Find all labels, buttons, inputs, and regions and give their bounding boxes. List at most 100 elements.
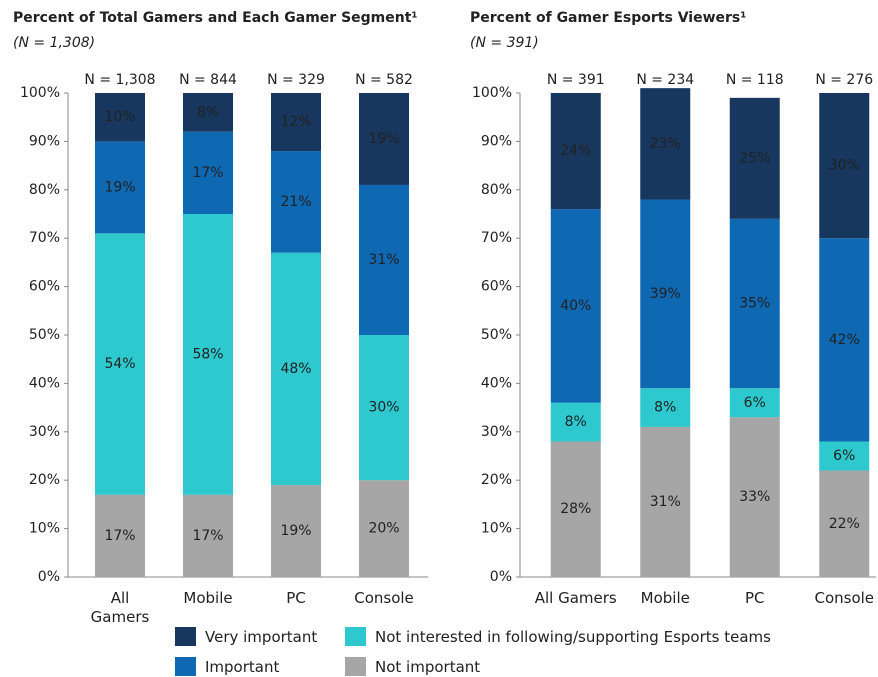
bar-segment: [95, 93, 145, 142]
data-label: 6%: [833, 448, 855, 464]
y-tick-label: 40%: [481, 375, 512, 391]
bar-segment: [550, 441, 601, 577]
y-tick-label: 70%: [481, 230, 512, 246]
bar-segment: [729, 218, 780, 389]
data-label: 17%: [192, 528, 223, 544]
y-tick-label: 30%: [481, 424, 512, 440]
bar-segment: [640, 426, 691, 577]
legend-label: Very important: [205, 628, 318, 646]
bar-segment: [359, 184, 409, 335]
data-label: 40%: [560, 298, 591, 314]
legend-label: Important: [205, 658, 280, 676]
n-label: N = 844: [179, 72, 237, 88]
y-tick-label: 40%: [29, 375, 60, 391]
bar-segment: [819, 93, 870, 239]
data-label: 28%: [560, 501, 591, 517]
n-label: N = 276: [815, 72, 873, 88]
data-label: 6%: [744, 395, 766, 411]
data-label: 17%: [192, 165, 223, 181]
y-tick-label: 50%: [481, 327, 512, 343]
bar-segment: [359, 93, 409, 185]
x-tick-label: PC: [744, 589, 765, 607]
bar-segment: [819, 238, 870, 442]
chart-subtitle: (N = 391): [470, 35, 539, 51]
data-label: 39%: [650, 286, 681, 302]
data-label: 54%: [104, 356, 135, 372]
data-label: 8%: [197, 104, 219, 120]
data-label: 48%: [280, 361, 311, 377]
bar-segment: [271, 485, 321, 577]
x-tick-label: Mobile: [640, 589, 690, 607]
bar-segment: [359, 480, 409, 577]
legend-swatch: [175, 657, 196, 676]
n-label: N = 391: [547, 72, 605, 88]
legend-swatch: [345, 627, 366, 646]
bar-segment: [819, 470, 870, 577]
bar-segment: [359, 335, 409, 481]
y-tick-label: 50%: [29, 327, 60, 343]
bar-segment: [95, 141, 145, 234]
bar-segment: [819, 441, 870, 471]
bar-segment: [95, 494, 145, 577]
bar-segment: [729, 417, 780, 577]
data-label: 25%: [739, 150, 770, 166]
y-tick-label: 70%: [29, 230, 60, 246]
data-label: 35%: [739, 296, 770, 312]
data-label: 10%: [104, 109, 135, 125]
data-label: 17%: [104, 528, 135, 544]
y-tick-label: 10%: [481, 521, 512, 537]
chart-title: Percent of Gamer Esports Viewers¹: [470, 10, 746, 26]
bar-segment: [640, 388, 691, 427]
y-tick-label: 10%: [29, 521, 60, 537]
bar-segment: [183, 494, 233, 577]
bar-segment: [729, 388, 780, 418]
data-label: 23%: [650, 136, 681, 152]
n-label: N = 118: [726, 72, 784, 88]
y-tick-label: 80%: [29, 182, 60, 198]
data-label: 24%: [560, 143, 591, 159]
data-label: 12%: [280, 114, 311, 130]
chart-title: Percent of Total Gamers and Each Gamer S…: [13, 10, 418, 26]
x-tick-label: Console: [814, 589, 875, 607]
x-tick-label: All Gamers: [90, 589, 150, 626]
data-label: 22%: [829, 516, 860, 532]
data-label: 19%: [104, 179, 135, 195]
x-tick-label: All Gamers: [534, 589, 617, 607]
data-label: 8%: [654, 400, 676, 416]
y-tick-label: 90%: [481, 133, 512, 149]
y-tick-label: 0%: [490, 569, 512, 585]
data-label: 19%: [368, 131, 399, 147]
data-label: 30%: [368, 400, 399, 416]
bar-segment: [271, 93, 321, 152]
y-tick-label: 60%: [29, 279, 60, 295]
legend-swatch: [175, 627, 196, 646]
chart-subtitle: (N = 1,308): [13, 35, 95, 51]
data-label: 42%: [829, 332, 860, 348]
data-label: 8%: [565, 414, 587, 430]
bar-segment: [95, 233, 145, 495]
n-label: N = 329: [267, 72, 325, 88]
data-label: 58%: [192, 346, 223, 362]
n-label: N = 582: [355, 72, 413, 88]
data-label: 31%: [650, 494, 681, 510]
x-tick-label: Console: [354, 589, 414, 607]
y-tick-label: 100%: [20, 85, 60, 101]
bar-segment: [640, 199, 691, 389]
y-tick-label: 20%: [29, 472, 60, 488]
bar-segment: [183, 131, 233, 214]
bar-segment: [271, 252, 321, 486]
data-label: 20%: [368, 521, 399, 537]
bar-segment: [550, 402, 601, 442]
data-label: 33%: [739, 489, 770, 505]
legend-label: Not interested in following/supporting E…: [375, 628, 771, 646]
n-label: N = 234: [636, 72, 694, 88]
bar-segment: [640, 88, 691, 200]
data-label: 19%: [280, 523, 311, 539]
bar-segment: [183, 93, 233, 132]
y-tick-label: 60%: [481, 279, 512, 295]
data-label: 30%: [829, 158, 860, 174]
x-tick-label: PC: [286, 589, 306, 607]
y-tick-label: 100%: [472, 85, 512, 101]
